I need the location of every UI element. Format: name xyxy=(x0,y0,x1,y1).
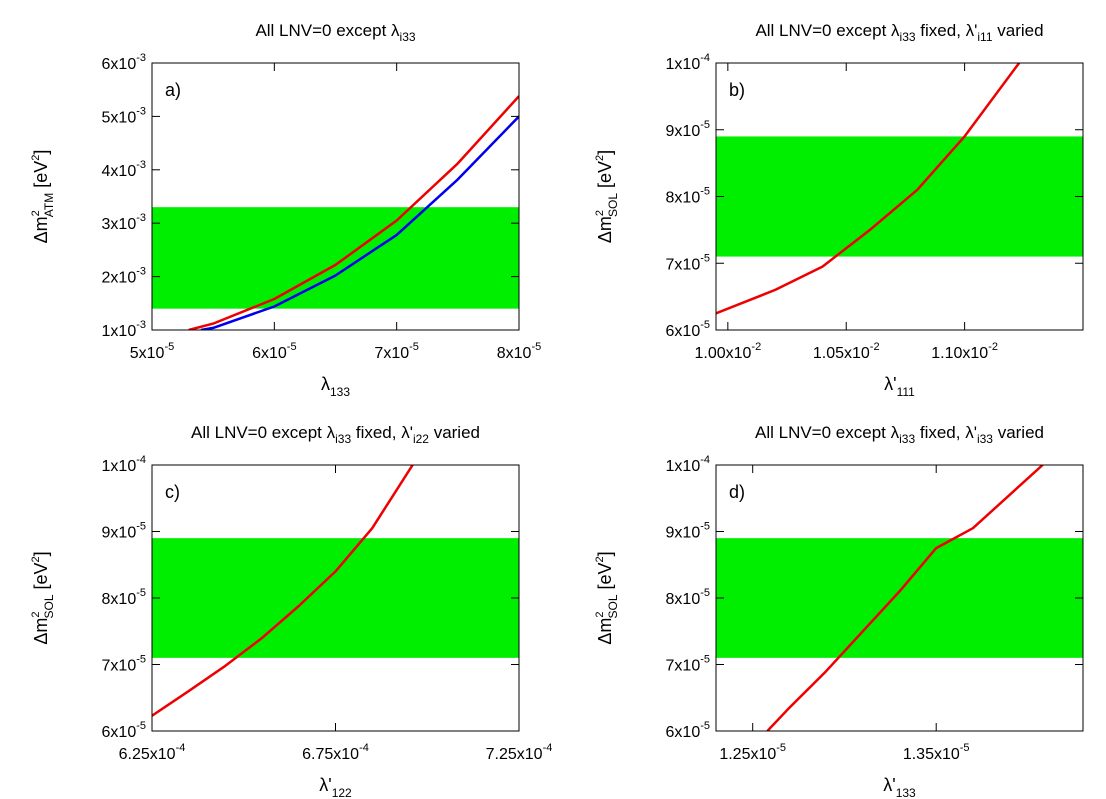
panel-4: 1.25x10-5 1.35x10-5 6x10-5 7x10-5 8x10-5 9x10… xyxy=(594,423,1084,799)
allowed-band xyxy=(152,538,519,658)
x-tick-label: 5x10-5 xyxy=(130,341,174,362)
y-axis-label: Δm2SOL [eV2] xyxy=(594,150,620,243)
panel-label: b) xyxy=(729,80,745,100)
allowed-band xyxy=(716,136,1083,257)
panel-2: 1.00x10-2 1.05x10-2 1.10x10-2 6x10-5 7x10-5 8… xyxy=(594,21,1084,399)
x-tick-label: 1.10x10-2 xyxy=(931,341,998,362)
series-line-1 xyxy=(152,465,414,717)
y-tick-label: 9x10-5 xyxy=(102,521,146,542)
y-tick-label: 6x10-5 xyxy=(666,319,710,340)
chart-title: All LNV=0 except λi33 fixed, λ'i11 varie… xyxy=(755,21,1043,44)
y-tick-label: 8x10-5 xyxy=(666,186,710,207)
allowed-band xyxy=(716,538,1083,658)
chart-title: All LNV=0 except λi33 xyxy=(255,21,415,44)
series-line-1 xyxy=(716,63,1021,315)
x-tick-label: 1.05x10-2 xyxy=(813,341,880,362)
y-tick-label: 1x10-4 xyxy=(102,454,146,475)
panel-label: c) xyxy=(165,482,180,502)
x-tick-label: 7x10-5 xyxy=(374,341,418,362)
x-tick-label: 6.25x10-4 xyxy=(119,742,186,763)
y-tick-label: 1x10-4 xyxy=(666,454,710,475)
x-tick-label: 1.00x10-2 xyxy=(694,341,761,362)
x-axis-label: λ133 xyxy=(321,374,350,399)
y-tick-label: 1x10-4 xyxy=(666,52,710,73)
x-axis-label: λ'111 xyxy=(884,374,915,399)
y-tick-label: 8x10-5 xyxy=(666,587,710,608)
y-tick-label: 7x10-5 xyxy=(666,252,710,273)
x-tick-label: 6x10-5 xyxy=(252,341,296,362)
y-tick-label: 9x10-5 xyxy=(666,521,710,542)
y-axis-label: Δm2SOL [eV2] xyxy=(30,551,56,644)
x-tick-label: 8x10-5 xyxy=(497,341,541,362)
panel-label: a) xyxy=(165,80,181,100)
y-tick-label: 8x10-5 xyxy=(102,587,146,608)
panel-3: 6.25x10-4 6.75x10-4 7.25x10-4 6x10-5 7x10-5 8… xyxy=(30,423,552,799)
y-tick-label: 4x10-3 xyxy=(102,159,146,180)
x-axis-label: λ'133 xyxy=(883,775,916,799)
x-tick-label: 6.75x10-4 xyxy=(302,742,369,763)
y-tick-label: 7x10-5 xyxy=(102,654,146,675)
series-line-2 xyxy=(188,95,519,330)
plot-frame xyxy=(151,62,520,331)
y-tick-label: 5x10-3 xyxy=(102,105,146,126)
panel-label: d) xyxy=(729,482,745,502)
y-tick-label: 6x10-3 xyxy=(102,52,146,73)
y-axis-label: Δm2ATM [eV2] xyxy=(30,150,56,244)
x-tick-label: 1.25x10-5 xyxy=(719,742,786,763)
y-tick-label: 7x10-5 xyxy=(666,654,710,675)
y-axis-label: Δm2SOL [eV2] xyxy=(594,551,620,644)
y-tick-label: 3x10-3 xyxy=(102,212,146,233)
y-tick-label: 9x10-5 xyxy=(666,119,710,140)
series-line-1 xyxy=(766,465,1044,731)
panel-1: 5x10-5 6x10-5 7x10-5 8x10-5 1x10-3 2x10-3 3x10… xyxy=(30,21,541,399)
y-tick-label: 2x10-3 xyxy=(102,266,146,287)
series-line-1 xyxy=(200,115,519,330)
x-axis-label: λ'122 xyxy=(319,775,352,799)
y-tick-label: 6x10-5 xyxy=(666,720,710,741)
y-tick-label: 1x10-3 xyxy=(102,319,146,340)
chart-title: All LNV=0 except λi33 fixed, λ'i22 varie… xyxy=(191,423,480,446)
chart-title: All LNV=0 except λi33 fixed, λ'i33 varie… xyxy=(755,423,1044,446)
x-tick-label: 1.35x10-5 xyxy=(903,742,970,763)
y-tick-label: 6x10-5 xyxy=(102,720,146,741)
x-tick-label: 7.25x10-4 xyxy=(486,742,553,763)
allowed-band xyxy=(152,207,519,309)
